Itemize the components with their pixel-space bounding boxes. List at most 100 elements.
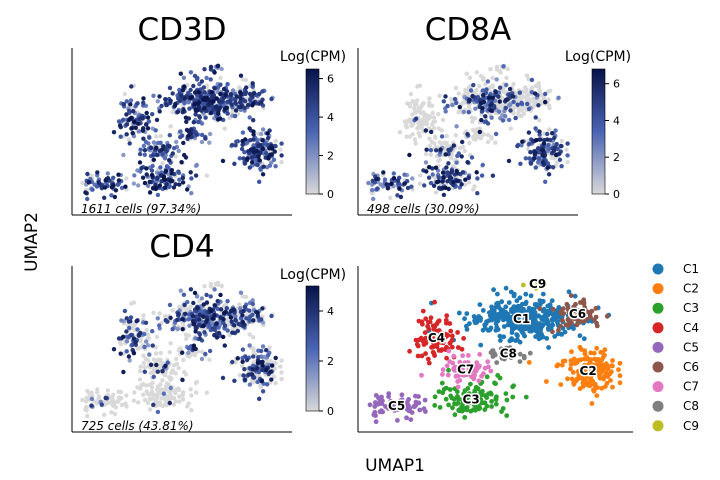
cell-point	[472, 129, 477, 134]
cell-point	[112, 411, 118, 417]
cluster-point	[430, 323, 436, 329]
cell-point	[515, 143, 520, 149]
cluster-point	[545, 303, 551, 309]
cell-point	[167, 375, 172, 380]
cluster-point	[413, 337, 419, 343]
cluster-point	[484, 403, 490, 409]
cluster-point	[452, 412, 458, 418]
cell-point	[543, 91, 548, 97]
cell-point	[231, 307, 236, 312]
cell-point	[266, 135, 271, 141]
cell-point	[247, 165, 252, 170]
cluster-point	[439, 330, 445, 336]
cell-point	[279, 141, 284, 146]
cluster-point	[417, 407, 423, 413]
cluster-point	[419, 372, 424, 378]
cell-point	[241, 156, 246, 161]
cell-point	[265, 131, 270, 136]
cell-point	[188, 304, 193, 310]
cell-point	[414, 98, 420, 103]
cell-point	[157, 391, 162, 396]
cell-point	[157, 94, 162, 99]
cell-point	[250, 81, 255, 86]
cluster-point	[525, 322, 531, 328]
cluster-point	[537, 306, 543, 312]
cell-point	[225, 82, 230, 87]
cell-point	[515, 102, 520, 107]
cell-point	[186, 350, 191, 356]
cell-point	[199, 296, 205, 301]
cluster-point	[497, 333, 503, 339]
cell-point	[445, 103, 450, 109]
cell-point	[258, 166, 263, 171]
cell-point	[260, 127, 266, 132]
cluster-point	[572, 293, 578, 299]
cell-point	[493, 131, 499, 137]
legend-marker	[652, 381, 664, 393]
cell-point	[429, 103, 435, 109]
cell-point	[163, 363, 168, 368]
cell-point	[528, 161, 534, 166]
cluster-point	[610, 363, 615, 369]
cell-point	[251, 335, 256, 340]
cluster-point	[590, 370, 596, 376]
cluster-point	[532, 316, 538, 322]
cell-point	[221, 334, 226, 340]
cell-point	[140, 175, 146, 180]
cell-point	[206, 102, 211, 108]
cluster-point	[440, 339, 446, 344]
cell-point	[201, 97, 206, 102]
cluster-point	[510, 394, 516, 400]
cluster-point	[464, 327, 470, 332]
colorbar-tick-label: 4	[613, 115, 620, 128]
cell-point	[160, 147, 165, 152]
cell-point	[475, 191, 480, 196]
cell-point	[161, 144, 166, 149]
cell-point	[454, 168, 459, 174]
cell-point	[159, 103, 164, 109]
cell-point	[480, 162, 485, 168]
cell-point	[167, 350, 172, 355]
cluster-point	[542, 282, 548, 288]
cluster-point	[379, 394, 384, 400]
cell-point	[478, 73, 484, 79]
cluster-point	[495, 291, 500, 297]
cell-point	[260, 172, 266, 177]
cluster-point	[588, 357, 594, 363]
cell-point	[181, 107, 186, 112]
cell-point	[546, 89, 551, 94]
cell-point	[116, 172, 121, 177]
cell-point	[260, 363, 265, 368]
cell-point	[176, 387, 182, 393]
cluster-point	[581, 297, 587, 303]
cluster-point	[489, 304, 494, 310]
cell-point	[111, 130, 117, 135]
cell-point	[504, 82, 509, 88]
cell-point	[183, 115, 189, 120]
cell-point	[507, 86, 513, 92]
cluster-point	[560, 358, 566, 364]
cell-point	[148, 362, 154, 367]
cell-point	[378, 182, 383, 187]
cell-point	[408, 91, 414, 97]
cluster-point	[426, 360, 432, 366]
cell-point	[536, 103, 541, 108]
cluster-point	[492, 351, 497, 356]
cluster-point	[466, 400, 472, 406]
cell-point	[164, 182, 169, 187]
cluster-point	[478, 318, 483, 323]
cell-point	[485, 79, 491, 84]
cell-point	[177, 87, 182, 93]
cell-point	[127, 141, 132, 146]
cell-point	[142, 331, 147, 337]
cell-point	[131, 398, 137, 403]
cluster-point	[449, 333, 455, 339]
cluster-point	[421, 342, 427, 347]
cluster-point	[372, 409, 378, 415]
cell-point	[90, 187, 95, 192]
cell-point	[533, 165, 538, 170]
panel-title: CD3D	[137, 12, 226, 48]
cell-point	[436, 175, 441, 180]
cell-point	[202, 330, 207, 335]
cell-point	[485, 121, 491, 126]
